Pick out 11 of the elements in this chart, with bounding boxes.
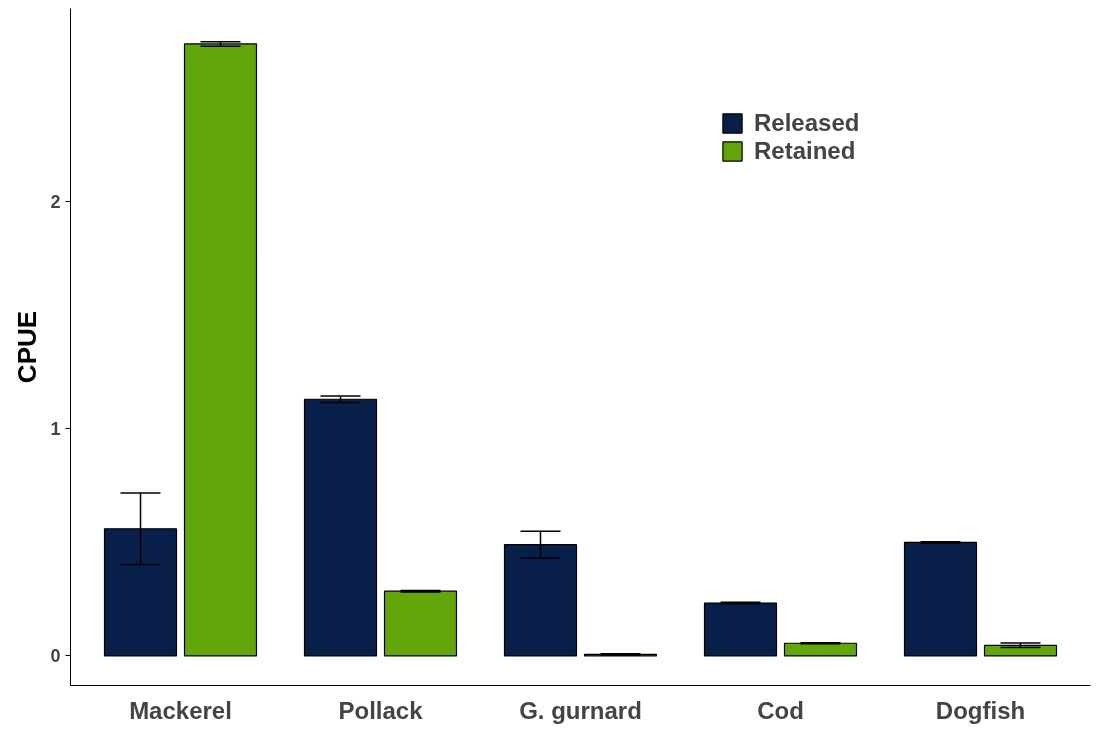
y-axis-title: CPUE	[12, 310, 43, 384]
y-tick-label: 2	[50, 192, 61, 213]
y-tick-label: 0	[50, 646, 61, 667]
legend-label: Released	[754, 109, 860, 137]
y-tick-label: 1	[50, 419, 61, 440]
x-tick-label: Cod	[757, 696, 804, 724]
x-tick-label: Mackerel	[129, 696, 232, 724]
legend-label: Retained	[754, 137, 856, 165]
x-tick-label: G. gurnard	[519, 696, 642, 724]
x-tick-label: Dogfish	[935, 696, 1026, 724]
x-tick-label: Pollack	[338, 696, 424, 724]
